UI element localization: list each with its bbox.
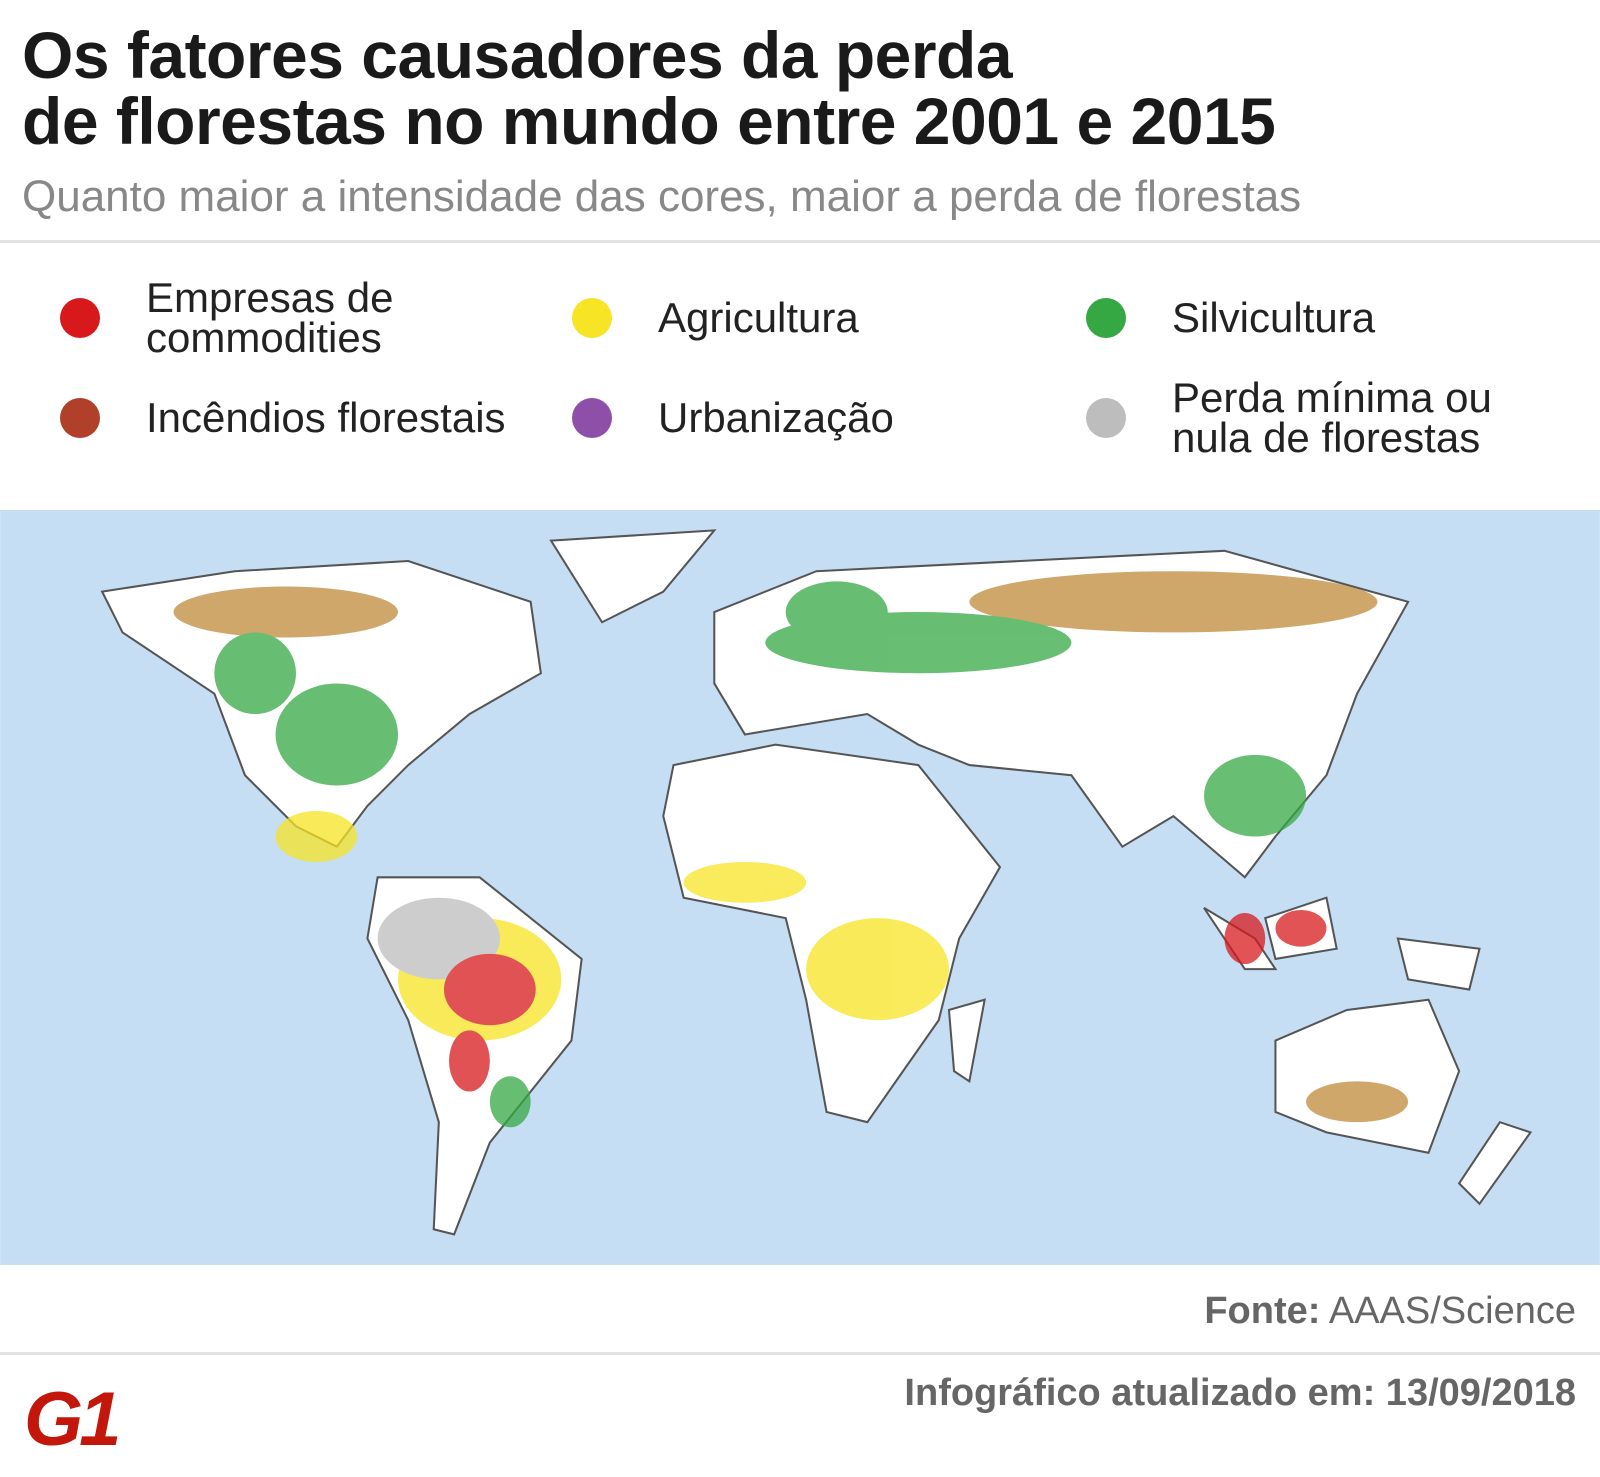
loss-patches — [173, 571, 1409, 1128]
subtitle: Quanto maior a intensidade das cores, ma… — [22, 172, 1302, 221]
legend-swatch — [1086, 298, 1126, 338]
legend-item: Incêndios florestais — [60, 378, 526, 458]
legend-item: Urbanização — [572, 378, 1038, 458]
legend-label: Urbanização — [658, 394, 894, 441]
legend-label: Silvicultura — [1172, 294, 1376, 341]
legend-item: Empresas de commodities — [60, 274, 526, 361]
source-label: Fonte: — [1204, 1290, 1321, 1332]
legend-swatch — [572, 298, 612, 338]
separator — [0, 240, 1600, 243]
legend-label: Perda mínima ou nula de florestas — [1172, 374, 1492, 461]
legend-label: Empresas de commodities — [146, 274, 394, 361]
separator — [0, 1352, 1600, 1355]
world-map — [0, 510, 1600, 1265]
legend-swatch — [572, 398, 612, 438]
legend-label: Agricultura — [658, 294, 859, 341]
legend-label: Incêndios florestais — [146, 394, 506, 441]
title-line: Os fatores causadores da perda — [22, 18, 1013, 92]
legend-swatch — [1086, 398, 1126, 438]
legend-item: Silvicultura — [1086, 278, 1552, 358]
legend-swatch — [60, 298, 100, 338]
footer: Infográfico atualizado em: 13/09/2018 — [904, 1372, 1576, 1414]
legend-item: Agricultura — [572, 278, 1038, 358]
source: Fonte: AAAS/Science — [1204, 1290, 1576, 1333]
legend-item: Perda mínima ou nula de florestas — [1086, 374, 1552, 461]
title: Os fatores causadores da perda de flores… — [22, 18, 1276, 158]
legend-swatch — [60, 398, 100, 438]
title-line: de florestas no mundo entre 2001 e 2015 — [22, 84, 1276, 158]
source-value: AAAS/Science — [1328, 1290, 1576, 1332]
logo: G1 — [24, 1377, 121, 1462]
